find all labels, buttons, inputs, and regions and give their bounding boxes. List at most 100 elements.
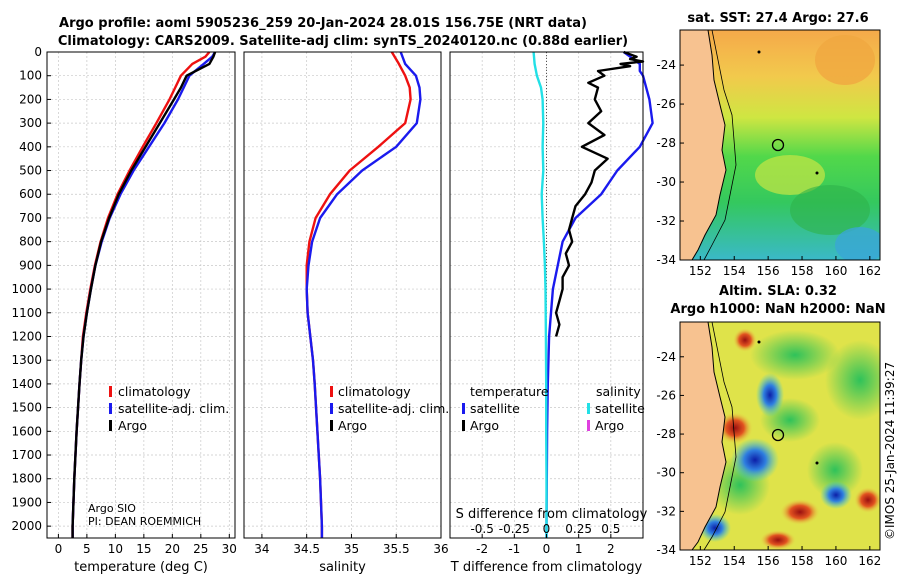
difference-panel: -2 -1 0 1 2 T difference from climatology S di… <box>449 50 654 575</box>
lon-tick-label: 152 <box>689 554 712 568</box>
y-tick-label: 300 <box>19 116 42 130</box>
lon-tick-label: 156 <box>757 264 780 278</box>
x-tick-label: 30 <box>222 542 237 556</box>
x-tick-label: 20 <box>165 542 180 556</box>
diff-legend-ssat-swatch <box>587 403 590 414</box>
credit-line2: PI: DEAN ROEMMICH <box>88 515 201 528</box>
series-climatology <box>305 51 412 538</box>
y-tick-label: 1100 <box>11 306 42 320</box>
sal-legend-clim-swatch <box>330 386 333 397</box>
australia-coast-sla <box>680 322 727 550</box>
lon-tick-label: 152 <box>689 264 712 278</box>
credit-line1: Argo SIO <box>88 502 136 515</box>
lon-tick-label: 156 <box>757 554 780 568</box>
x-tick-label: -1 <box>508 542 520 556</box>
lat-tick-label: -26 <box>656 97 676 111</box>
diff-legend-sargo-swatch <box>587 420 590 431</box>
diff-legend-sargo-label: Argo <box>595 418 624 433</box>
y-tick-label: 1700 <box>11 448 42 462</box>
legend-clim-label: climatology <box>118 384 191 399</box>
x2-tick-label: -0.25 <box>499 522 530 536</box>
temperature-legend: climatology satellite-adj. clim. Argo <box>109 384 229 433</box>
sla-map-title1: Altim. SLA: 0.32 <box>719 284 837 299</box>
y-tick-label: 1900 <box>11 495 42 509</box>
series-satellite-adj-clim- <box>305 51 422 538</box>
lat-tick-label: -32 <box>656 214 676 228</box>
series-argo-temperature- <box>554 50 645 337</box>
lat-tick-label: -34 <box>656 543 676 557</box>
diff-legend-targo-swatch <box>462 420 465 431</box>
y-tick-label: 2000 <box>11 519 42 533</box>
y-tick-label: 100 <box>19 69 42 83</box>
y-tick-label: 700 <box>19 211 42 225</box>
diff-legend-targo-label: Argo <box>470 418 499 433</box>
x-tick-label: 5 <box>83 542 91 556</box>
salinity-panel: 34 34.5 35 35.5 36 salinity <box>243 51 449 575</box>
y-tick-label: 400 <box>19 140 42 154</box>
x-tick-label: 35 <box>344 542 359 556</box>
lat-tick-label: -32 <box>656 504 676 518</box>
x-tick-label: 25 <box>193 542 208 556</box>
y-tick-label: 200 <box>19 92 42 106</box>
difference-legend: temperature salinity satellite Argo sate… <box>462 384 645 433</box>
x-tick-label: 36 <box>433 542 448 556</box>
x-tick-label: 1 <box>575 542 583 556</box>
lon-tick-label: 162 <box>858 264 881 278</box>
lon-tick-label: 162 <box>858 554 881 568</box>
figure-title-line2: Climatology: CARS2009. Satellite-adj cli… <box>58 34 628 49</box>
x-axis-label: temperature (deg C) <box>74 560 208 575</box>
legend-sat-swatch <box>109 403 112 414</box>
y-tick-label: 600 <box>19 187 42 201</box>
x-tick-label: 0 <box>543 542 551 556</box>
legend-clim-swatch <box>109 386 112 397</box>
argo-float-marker-sla <box>771 428 785 442</box>
x-tick-label: 34.5 <box>293 542 320 556</box>
lat-tick-label: -30 <box>656 466 676 480</box>
y-tick-label: 1000 <box>11 282 42 296</box>
sst-map-title: sat. SST: 27.4 Argo: 27.6 <box>687 11 868 26</box>
x2-tick-label: 0.5 <box>601 522 620 536</box>
x2-tick-label: 0.25 <box>565 522 592 536</box>
australia-coast <box>680 30 727 260</box>
axes-frame <box>46 51 236 539</box>
lon-tick-label: 158 <box>791 554 814 568</box>
x2-tick-label: -0.5 <box>470 522 493 536</box>
sal-legend-sat-swatch <box>330 403 333 414</box>
y-tick-label: 900 <box>19 258 42 272</box>
x-axis-label: T difference from climatology <box>450 560 643 575</box>
lat-tick-label: -24 <box>656 58 676 72</box>
x-tick-label: -2 <box>476 542 488 556</box>
legend-argo-label: Argo <box>118 418 147 433</box>
lat-tick-label: -28 <box>656 136 676 150</box>
y-tick-label: 1600 <box>11 424 42 438</box>
series-satellite-temperature- <box>545 51 654 538</box>
lon-tick-label: 158 <box>791 264 814 278</box>
shelf-contour-sla <box>703 322 737 550</box>
legend-sat-label: satellite-adj. clim. <box>118 401 229 416</box>
y-tick-label: 0 <box>34 45 42 59</box>
y-tick-label: 500 <box>19 164 42 178</box>
sal-legend-argo-label: Argo <box>338 418 367 433</box>
sla-map-title2: Argo h1000: NaN h2000: NaN <box>670 302 885 317</box>
x-tick-label: 0 <box>55 542 63 556</box>
salinity-legend: climatology satellite-adj. clim. Argo <box>330 384 449 433</box>
lon-tick-label: 154 <box>723 264 746 278</box>
sal-legend-sat-label: satellite-adj. clim. <box>338 401 449 416</box>
sla-map: 152 154 156 158 160 162 -24 -26 -28 -30 -32 -34 <box>656 321 881 568</box>
series-satellite-salinity- <box>532 51 548 538</box>
series-argo <box>71 51 217 538</box>
lat-tick-label: -28 <box>656 427 676 441</box>
legend-argo-swatch <box>109 420 112 431</box>
x-tick-label: 15 <box>136 542 151 556</box>
y-tick-label: 800 <box>19 235 42 249</box>
x-tick-label: 34 <box>254 542 269 556</box>
x-tick-label: 10 <box>108 542 123 556</box>
x-axis-label: salinity <box>319 560 366 575</box>
sst-map: 152 154 156 158 160 162 -24 -26 -28 -30 -32 -34 <box>656 29 881 278</box>
shelf-contour <box>703 30 737 260</box>
lon-tick-label: 154 <box>723 554 746 568</box>
x2-axis-label: S difference from climatology <box>456 507 648 522</box>
lon-tick-label: 160 <box>824 264 847 278</box>
temperature-panel: 0100200300400500600700800900100011001200… <box>11 45 236 575</box>
